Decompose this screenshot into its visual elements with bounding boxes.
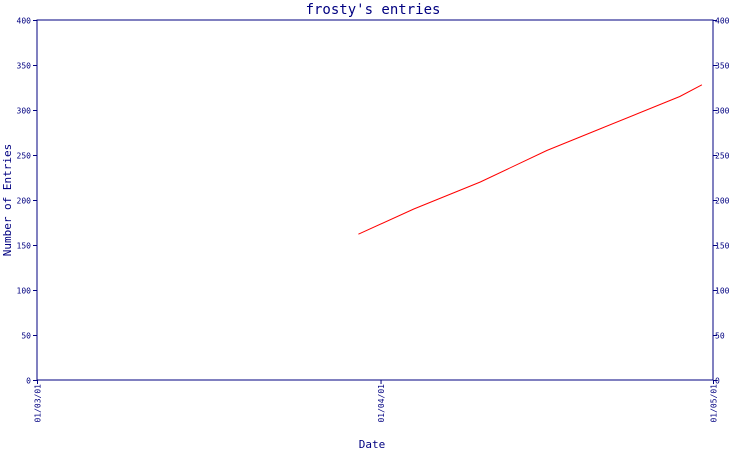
y-tick-label-right: 150 (715, 242, 730, 251)
y-tick-label-left: 100 (17, 287, 32, 296)
plot-area: 0 0 50 50 100 100 150 150 200 200 250 250 300 300 350 3… (17, 17, 730, 423)
y-tick-label-right: 50 (715, 332, 725, 341)
chart-title: frosty's entries (306, 2, 441, 18)
y-tick-label-left: 400 (17, 17, 32, 26)
y-axis-title: Number of Entries (1, 144, 14, 257)
y-tick-label-right: 350 (715, 62, 730, 71)
y-tick-label-right: 0 (715, 377, 720, 386)
x-tick-label: 01/03/01 (34, 384, 43, 423)
x-tick-label: 01/04/01 (377, 384, 386, 423)
y-tick-label-left: 50 (21, 332, 31, 341)
y-tick-label-right: 300 (715, 107, 730, 116)
y-tick-label-right: 400 (715, 17, 730, 26)
y-tick-label-left: 250 (17, 152, 32, 161)
y-tick-label-left: 0 (26, 377, 31, 386)
series-line (358, 84, 703, 235)
y-tick-label-right: 100 (715, 287, 730, 296)
y-tick-label-right: 200 (715, 197, 730, 206)
y-tick-label-right: 250 (715, 152, 730, 161)
y-tick-label-left: 200 (17, 197, 32, 206)
x-tick-label: 01/05/01 (710, 384, 719, 423)
plot-frame (36, 19, 714, 381)
y-tick-label-left: 150 (17, 242, 32, 251)
y-tick-label-left: 300 (17, 107, 32, 116)
x-axis-title: Date (359, 438, 386, 450)
y-tick-label-left: 350 (17, 62, 32, 71)
